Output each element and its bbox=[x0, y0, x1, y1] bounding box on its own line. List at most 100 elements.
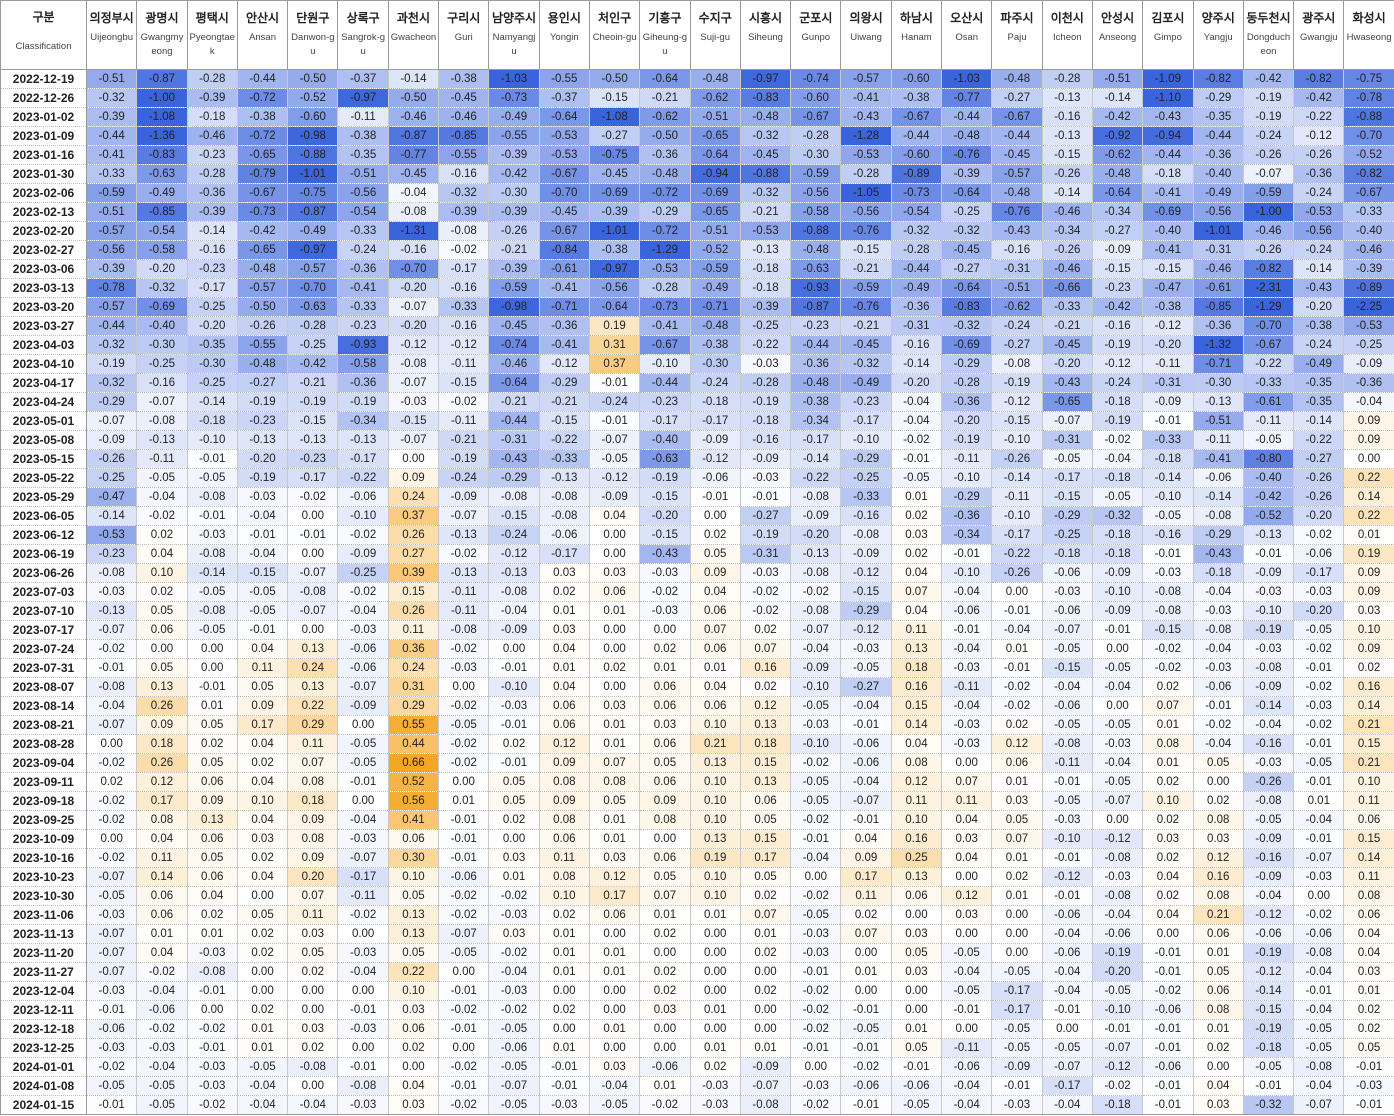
column-label-en: Ansan bbox=[249, 32, 276, 43]
heatmap-cell: -0.36 bbox=[941, 506, 993, 526]
heatmap-cell: -0.33 bbox=[1343, 202, 1394, 222]
heatmap-cell: -0.18 bbox=[1091, 392, 1144, 412]
heatmap-cell: -0.08 bbox=[186, 544, 238, 564]
heatmap-cell: -0.09 bbox=[1242, 829, 1295, 849]
heatmap-cell: -0.44 bbox=[890, 259, 943, 279]
heatmap-cell: -0.24 bbox=[1293, 335, 1345, 355]
heatmap-cell: -0.37 bbox=[538, 88, 590, 108]
heatmap-cell: -0.07 bbox=[387, 297, 440, 317]
heatmap-cell: -0.03 bbox=[840, 639, 892, 659]
heatmap-cell: -0.97 bbox=[287, 240, 339, 260]
heatmap-cell: -0.51 bbox=[85, 202, 138, 222]
column-header-hwaseong: 화성시 Hwaseong bbox=[1343, 0, 1394, 70]
heatmap-cell: -0.87 bbox=[387, 126, 440, 146]
heatmap-cell: -0.14 bbox=[1242, 696, 1295, 716]
heatmap-cell: -0.01 bbox=[438, 1019, 490, 1039]
heatmap-cell: -0.43 bbox=[1041, 373, 1093, 393]
heatmap-cell: 0.00 bbox=[639, 620, 691, 640]
heatmap-cell: -0.09 bbox=[991, 1057, 1043, 1077]
heatmap-cell: -0.14 bbox=[790, 449, 842, 469]
heatmap-cell: -0.07 bbox=[85, 411, 138, 431]
heatmap-cell: -0.41 bbox=[639, 316, 691, 336]
heatmap-cell: -0.49 bbox=[1192, 183, 1244, 203]
heatmap-cell: -0.03 bbox=[790, 943, 842, 963]
row-date-label: 2023-07-31 bbox=[0, 658, 87, 678]
row-date-label: 2023-02-27 bbox=[0, 240, 87, 260]
heatmap-cell: -0.12 bbox=[1091, 1057, 1144, 1077]
column-label-en: Guri bbox=[454, 32, 473, 43]
heatmap-cell: -0.09 bbox=[438, 487, 490, 507]
table-row: 2023-06-12 -0.53 0.02 -0.03 -0.01 -0.01 -0.02 0… bbox=[0, 525, 1394, 545]
heatmap-cell: -0.08 bbox=[790, 601, 842, 621]
heatmap-cell: -0.45 bbox=[991, 145, 1043, 165]
heatmap-cell: 0.00 bbox=[538, 981, 590, 1001]
heatmap-cell: -0.45 bbox=[387, 164, 440, 184]
heatmap-cell: 0.16 bbox=[890, 829, 943, 849]
heatmap-cell: -0.35 bbox=[1192, 107, 1244, 127]
heatmap-cell: -0.01 bbox=[488, 753, 540, 773]
heatmap-cell: 0.00 bbox=[588, 525, 641, 545]
heatmap-cell: 0.00 bbox=[236, 962, 289, 982]
corner-label-ko: 구분 bbox=[32, 10, 55, 24]
heatmap-cell: -0.14 bbox=[85, 506, 138, 526]
heatmap-cell: 0.01 bbox=[639, 658, 691, 678]
heatmap-cell: -0.17 bbox=[1041, 1076, 1093, 1096]
heatmap-cell: -0.16 bbox=[186, 240, 238, 260]
heatmap-cell: -0.53 bbox=[85, 525, 138, 545]
heatmap-cell: 0.04 bbox=[890, 734, 943, 754]
heatmap-cell: -0.08 bbox=[739, 1095, 792, 1115]
heatmap-cell: -0.39 bbox=[438, 202, 490, 222]
heatmap-cell: 0.06 bbox=[689, 639, 741, 659]
heatmap-cell: 0.05 bbox=[488, 772, 540, 792]
heatmap-cell: 0.00 bbox=[387, 449, 440, 469]
row-date-label: 2023-03-27 bbox=[0, 316, 87, 336]
heatmap-cell: -0.06 bbox=[1142, 1000, 1194, 1020]
heatmap-cell: -0.54 bbox=[337, 202, 389, 222]
table-row: 2023-09-18 -0.02 0.17 0.09 0.10 0.18 0.00 0.56 0… bbox=[0, 791, 1394, 811]
heatmap-cell: -0.32 bbox=[890, 221, 943, 241]
heatmap-cell: 0.01 bbox=[236, 1019, 289, 1039]
heatmap-cell: 0.00 bbox=[287, 1076, 339, 1096]
heatmap-cell: -0.24 bbox=[337, 240, 389, 260]
heatmap-cell: 0.04 bbox=[1192, 1076, 1244, 1096]
heatmap-cell: -0.03 bbox=[739, 354, 792, 374]
column-label-ko: 이천시 bbox=[1050, 11, 1084, 25]
heatmap-cell: 0.01 bbox=[689, 658, 741, 678]
heatmap-cell: -0.70 bbox=[1242, 316, 1295, 336]
heatmap-cell: -0.04 bbox=[1192, 734, 1244, 754]
heatmap-cell: -0.06 bbox=[538, 525, 590, 545]
heatmap-cell: -0.05 bbox=[840, 1019, 892, 1039]
heatmap-cell: -0.08 bbox=[840, 525, 892, 545]
heatmap-cell: -0.78 bbox=[85, 278, 138, 298]
heatmap-cell: -0.23 bbox=[186, 145, 238, 165]
heatmap-cell: -0.66 bbox=[1041, 278, 1093, 298]
heatmap-cell: 0.00 bbox=[739, 1019, 792, 1039]
heatmap-cell: -0.14 bbox=[890, 354, 943, 374]
heatmap-cell: 0.00 bbox=[287, 620, 339, 640]
heatmap-cell: 0.08 bbox=[588, 772, 641, 792]
heatmap-cell: -0.23 bbox=[287, 449, 339, 469]
heatmap-cell: -0.01 bbox=[1293, 772, 1345, 792]
heatmap-cell: -0.36 bbox=[890, 297, 943, 317]
heatmap-cell: -0.10 bbox=[186, 430, 238, 450]
table-row: 2023-10-30 -0.05 0.06 0.04 0.00 0.07 -0.11 0.05… bbox=[0, 886, 1394, 906]
heatmap-cell: -0.92 bbox=[1091, 126, 1144, 146]
heatmap-cell: -0.40 bbox=[1242, 468, 1295, 488]
heatmap-cell: -0.62 bbox=[991, 297, 1043, 317]
heatmap-cell: -0.56 bbox=[85, 240, 138, 260]
heatmap-cell: 0.10 bbox=[689, 772, 741, 792]
heatmap-cell: -0.08 bbox=[1192, 620, 1244, 640]
heatmap-cell: 0.07 bbox=[639, 886, 691, 906]
column-label-ko: 용인시 bbox=[547, 11, 581, 25]
heatmap-cell: 0.00 bbox=[236, 886, 289, 906]
heatmap-cell: 0.00 bbox=[639, 829, 691, 849]
heatmap-cell: -0.56 bbox=[840, 202, 892, 222]
heatmap-cell: -0.49 bbox=[287, 221, 339, 241]
heatmap-cell: -0.01 bbox=[991, 1076, 1043, 1096]
heatmap-cell: 0.04 bbox=[941, 848, 993, 868]
heatmap-cell: -0.13 bbox=[287, 430, 339, 450]
heatmap-cell: -0.42 bbox=[1091, 107, 1144, 127]
row-date-label: 2022-12-19 bbox=[0, 69, 87, 89]
heatmap-cell: -0.70 bbox=[538, 183, 590, 203]
heatmap-cell: -0.93 bbox=[790, 278, 842, 298]
